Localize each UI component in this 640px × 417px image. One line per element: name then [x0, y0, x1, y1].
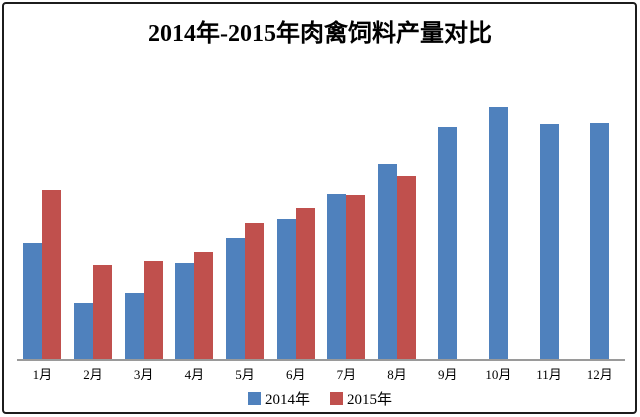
legend-label: 2015年 [347, 392, 393, 408]
bar-group-12月 [574, 60, 625, 360]
bar-group-11月 [524, 60, 575, 360]
bar-group-6月 [270, 60, 321, 360]
bar-2014年-7月 [327, 194, 347, 360]
bar-2014年-8月 [378, 164, 398, 360]
bar-group-8月 [372, 60, 423, 360]
bar-2014年-1月 [23, 243, 43, 360]
bar-2014年-12月 [590, 123, 610, 360]
x-axis-label: 9月 [437, 367, 458, 382]
bar-2014年-6月 [276, 219, 296, 360]
bar-group-5月 [220, 60, 271, 360]
bar-2015年-7月 [346, 195, 366, 360]
bar-2014年-5月 [226, 238, 246, 360]
legend-item-2015年: 2015年 [330, 388, 392, 409]
legend-item-2014年: 2014年 [247, 388, 310, 409]
bar-2014年-11月 [539, 124, 559, 360]
x-axis-label: 3月 [133, 367, 154, 382]
bar-group-4月 [169, 60, 220, 360]
legend: 2014年 2015年 [0, 388, 640, 409]
x-axis-label: 6月 [285, 367, 306, 382]
plot-area [17, 60, 625, 360]
legend-label: 2014年 [264, 392, 310, 408]
bar-group-7月 [321, 60, 372, 360]
chart-title: 2014年-2015年肉禽饲料产量对比 [148, 21, 492, 47]
legend-swatch-icon [247, 392, 261, 405]
bar-group-10月 [473, 60, 524, 360]
x-axis-labels: 1月 2月 3月 4月 5月 6月 7月 8月 9月 10月 11月 12月 [17, 364, 625, 383]
bar-2015年-8月 [397, 176, 417, 360]
bar-group-3月 [118, 60, 169, 360]
bar-group-1月 [17, 60, 68, 360]
bar-2014年-4月 [175, 263, 195, 360]
x-axis-label: 11月 [536, 367, 562, 382]
x-axis-label: 1月 [32, 367, 53, 382]
bar-2014年-10月 [488, 107, 508, 360]
x-axis-label: 12月 [586, 367, 613, 382]
legend-swatch-icon [330, 392, 343, 405]
bar-2015年-5月 [245, 223, 265, 360]
bar-2014年-2月 [74, 303, 93, 360]
x-axis-label: 10月 [485, 367, 512, 382]
x-axis-label: 2月 [83, 367, 103, 382]
bar-2014年-3月 [124, 293, 144, 360]
x-axis-label: 8月 [387, 367, 407, 382]
bar-2015年-3月 [143, 261, 163, 360]
bar-2015年-2月 [93, 265, 112, 360]
x-axis-label: 5月 [235, 367, 255, 382]
x-axis-label: 4月 [184, 367, 205, 382]
bar-2015年-6月 [295, 208, 315, 360]
bar-group-2月 [68, 60, 119, 360]
bar-2015年-1月 [42, 190, 62, 360]
x-axis-line [17, 359, 625, 361]
bar-2015年-4月 [194, 252, 214, 360]
bar-2014年-9月 [438, 127, 458, 360]
bar-group-9月 [422, 60, 473, 360]
x-axis-label: 7月 [336, 367, 357, 382]
